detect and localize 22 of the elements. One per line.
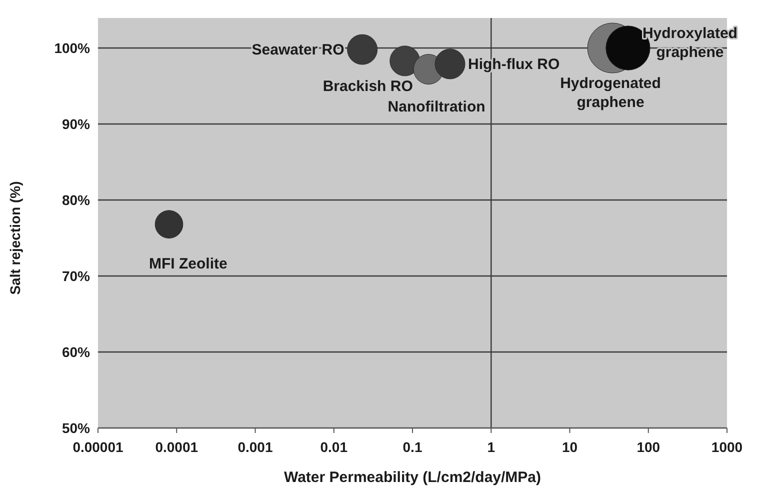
y-tick-label: 100% — [54, 40, 91, 56]
x-tick-label: 100 — [636, 439, 660, 455]
series-label: MFI Zeolite — [149, 255, 228, 272]
x-tick-label: 1000 — [711, 439, 743, 455]
x-tick-label: 0.01 — [320, 439, 348, 455]
series-label: Hydrogenated graphene — [560, 75, 661, 111]
x-tick-label: 0.00001 — [72, 439, 124, 455]
x-axis-title: Water Permeability (L/cm2/day/MPa) — [284, 469, 542, 486]
series-label: Nanofiltration — [388, 98, 486, 116]
series-label: Hydroxylated graphene — [642, 25, 738, 61]
y-tick-label: 90% — [62, 116, 91, 132]
x-tick-label: 0.0001 — [155, 439, 198, 455]
series-label: Brackish RO — [322, 78, 414, 95]
x-tick-label: 1 — [487, 439, 496, 455]
y-tick-label: 80% — [62, 192, 91, 208]
x-tick-label: 0.1 — [402, 439, 422, 455]
y-tick-label: 60% — [62, 344, 91, 360]
x-tick-label: 0.001 — [238, 439, 273, 455]
y-tick-label: 50% — [62, 420, 91, 436]
y-axis-title: Salt rejection (%) — [7, 181, 23, 295]
y-tick-label: 70% — [62, 268, 91, 284]
x-tick-label: 10 — [562, 439, 578, 455]
